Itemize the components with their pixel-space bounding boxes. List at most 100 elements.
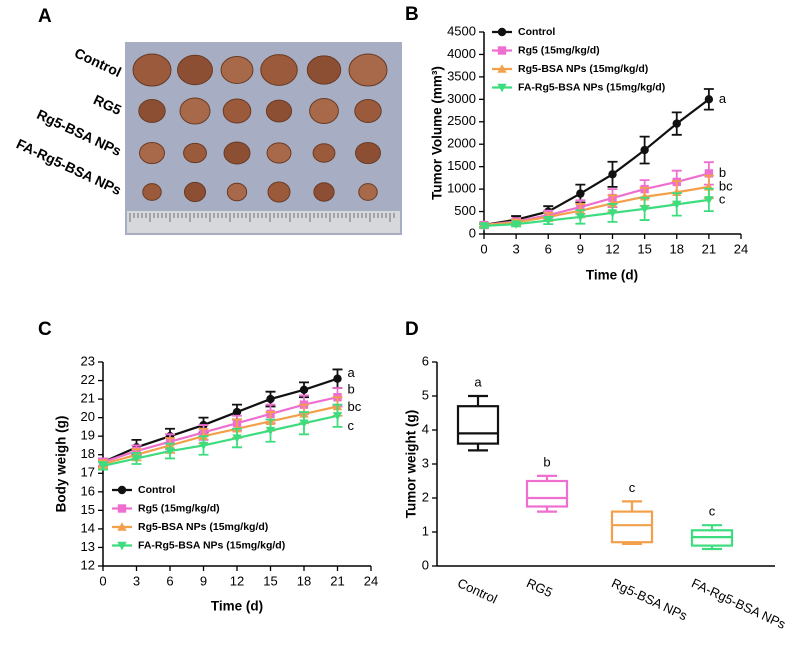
x-tick-label: 21 (330, 573, 344, 588)
panel-label: C (38, 319, 52, 340)
series-line (102, 396, 338, 464)
x-tick-label: 9 (200, 573, 207, 588)
y-tick-label: 5 (422, 387, 429, 402)
marker (575, 213, 586, 222)
tumor (183, 181, 207, 203)
series: a Control (479, 26, 727, 230)
group-label: a (348, 365, 356, 380)
y-tick-label: 4000 (447, 46, 476, 61)
x-tick-label: Rg5-BSA NPs (609, 575, 690, 623)
marker (165, 447, 175, 456)
marker (608, 170, 617, 179)
legend-label: Rg5 (15mg/kg/d) (518, 44, 600, 56)
series-line (483, 98, 710, 227)
y-tick-label: 3 (422, 455, 429, 470)
tumor (313, 182, 335, 202)
series-line (102, 405, 338, 466)
tumor (226, 182, 248, 202)
y-tick-label: 21 (81, 391, 95, 406)
x-tick-label: 0 (480, 241, 487, 256)
marker (232, 434, 242, 443)
tumor-photo (132, 53, 388, 203)
y-tick-label: 23 (81, 353, 95, 368)
tumor (138, 99, 166, 123)
legend-label: Rg5-BSA NPs (15mg/kg/d) (518, 63, 648, 75)
tumor (354, 99, 382, 123)
box-body (456, 405, 500, 445)
x-tick-label: 24 (364, 573, 378, 588)
marker (704, 95, 714, 104)
y-tick-label: 3500 (447, 68, 476, 83)
x-tick-label: 6 (545, 241, 552, 256)
marker (299, 419, 309, 428)
x-axis-title: Time (d) (586, 268, 638, 283)
group-label: b (543, 454, 550, 469)
photo-panel: A Control RG5 Rg5-BSA NPs FA-Rg5-BSA NPs (14, 6, 402, 235)
legend-label: Rg5-BSA NPs (15mg/kg/d) (138, 521, 268, 533)
marker (479, 222, 489, 231)
marker (299, 385, 309, 395)
x-tick-label: 21 (702, 241, 716, 256)
y-tick-label: 12 (81, 557, 95, 572)
x-tick-label: FA-Rg5-BSA NPs (689, 575, 788, 632)
marker (98, 462, 108, 471)
panel-label: B (405, 4, 419, 25)
marker (198, 441, 209, 451)
x-tick-label: 3 (133, 573, 140, 588)
x-tick-label: 18 (670, 241, 684, 256)
x-tick-label: 15 (263, 573, 277, 588)
y-tick-label: 2 (422, 489, 429, 504)
line-chart: 12 13 14 15 16 17 18 19 20 21 22 23 C Body weigh (g) 0… (38, 319, 378, 614)
y-tick-label: 0 (469, 225, 476, 240)
tumor (142, 183, 162, 201)
y-tick-label: 13 (81, 539, 95, 554)
legend-marker (117, 541, 127, 551)
marker (607, 198, 618, 208)
group-label: bc (719, 178, 733, 193)
y-tick-label: 4500 (447, 23, 476, 38)
x-tick-label: 12 (230, 573, 244, 588)
y-tick-label: 17 (81, 465, 95, 480)
x-tick-label: 6 (166, 573, 173, 588)
x-tick-label: Control (455, 575, 499, 606)
tumor (267, 181, 291, 203)
group-label: c (709, 504, 716, 519)
y-tick-label: 14 (81, 520, 95, 535)
row-label: Control (72, 45, 124, 81)
marker (640, 145, 649, 155)
marker (704, 196, 714, 205)
legend-label: Rg5 (15mg/kg/d) (138, 502, 220, 514)
y-tick-label: 1000 (447, 181, 476, 196)
marker (131, 454, 142, 464)
x-tick-label: 12 (605, 241, 619, 256)
y-axis-title: Tumor weight (g) (404, 410, 419, 518)
legend-label: FA-Rg5-BSA NPs (15mg/kg/d) (138, 539, 285, 551)
y-tick-label: 6 (422, 353, 429, 368)
tumor (348, 53, 388, 87)
ruler-ticks (129, 213, 395, 222)
legend-label: Control (138, 484, 175, 496)
series-line (483, 198, 710, 228)
series: b Rg5 (15mg/kg/d) (98, 382, 355, 514)
y-tick-label: 4 (422, 421, 429, 436)
y-tick-label: 19 (81, 428, 95, 443)
box: a (456, 374, 500, 452)
panel-label: D (405, 319, 419, 340)
y-tick-label: 2500 (447, 113, 476, 128)
group-label: bc (348, 399, 362, 414)
legend-marker (497, 83, 507, 93)
y-tick-label: 16 (81, 483, 95, 498)
tumor (265, 99, 293, 123)
box: c (610, 480, 654, 546)
y-tick-label: 0 (422, 557, 429, 572)
y-axis-title: Body weigh (g) (54, 416, 69, 513)
marker (704, 169, 714, 178)
x-axis-title: Time (d) (211, 599, 263, 614)
y-tick-label: 1 (422, 523, 429, 538)
tumor (179, 97, 211, 125)
group-label: a (474, 374, 482, 389)
row-label: RG5 (91, 91, 124, 118)
marker (333, 374, 342, 383)
legend-marker (497, 27, 507, 37)
